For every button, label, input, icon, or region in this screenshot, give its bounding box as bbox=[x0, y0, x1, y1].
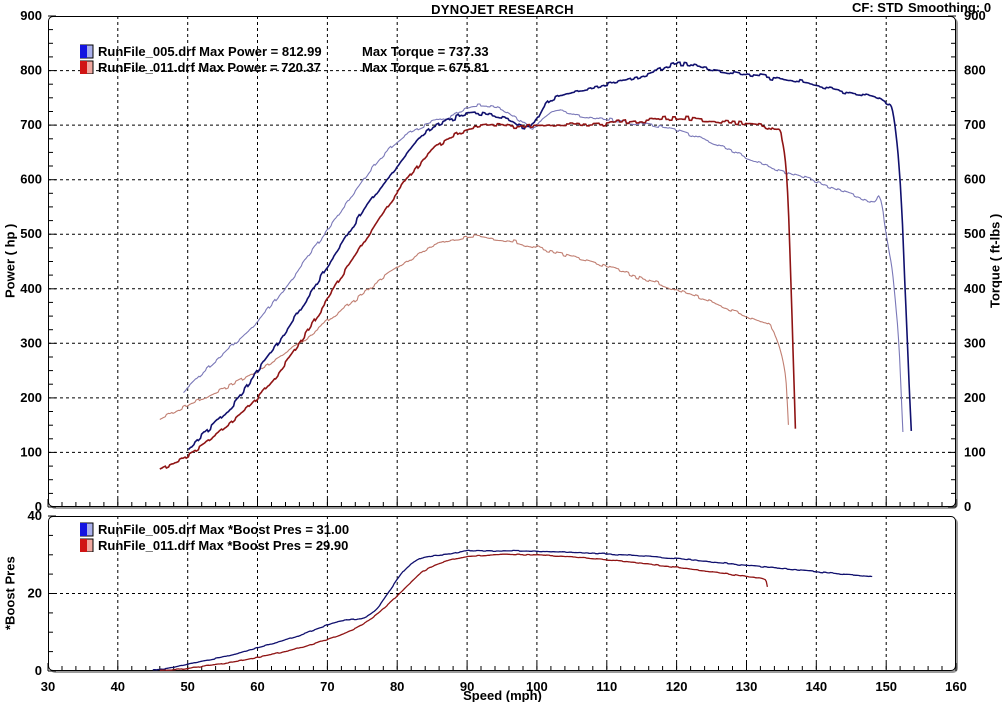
svg-text:300: 300 bbox=[964, 335, 986, 350]
svg-text:0: 0 bbox=[35, 663, 42, 678]
svg-text:400: 400 bbox=[964, 281, 986, 296]
svg-text:900: 900 bbox=[964, 8, 986, 23]
svg-text:20: 20 bbox=[28, 586, 42, 601]
svg-text:600: 600 bbox=[20, 172, 42, 187]
svg-text:100: 100 bbox=[20, 444, 42, 459]
svg-text:Max Torque = 675.81: Max Torque = 675.81 bbox=[362, 60, 489, 74]
svg-text:Max Torque = 737.33: Max Torque = 737.33 bbox=[362, 44, 489, 59]
svg-text:40: 40 bbox=[28, 508, 42, 523]
svg-text:200: 200 bbox=[20, 390, 42, 405]
svg-text:RunFile_005.drf Max *Boost Pre: RunFile_005.drf Max *Boost Pres = 31.00 bbox=[98, 522, 349, 537]
svg-text:RunFile_011.drf Max Power = 72: RunFile_011.drf Max Power = 720.37 bbox=[98, 60, 321, 74]
svg-text:800: 800 bbox=[20, 63, 42, 78]
svg-text:500: 500 bbox=[964, 226, 986, 241]
svg-text:0: 0 bbox=[964, 499, 971, 514]
svg-text:RunFile_011.drf Max *Boost Pre: RunFile_011.drf Max *Boost Pres = 29.90 bbox=[98, 538, 348, 552]
svg-text:300: 300 bbox=[20, 335, 42, 350]
svg-text:200: 200 bbox=[964, 390, 986, 405]
svg-text:RunFile_005.drf Max Power = 81: RunFile_005.drf Max Power = 812.99 bbox=[98, 44, 322, 59]
svg-text:700: 700 bbox=[20, 117, 42, 132]
svg-text:600: 600 bbox=[964, 172, 986, 187]
svg-text:900: 900 bbox=[20, 8, 42, 23]
svg-text:700: 700 bbox=[964, 117, 986, 132]
svg-text:500: 500 bbox=[20, 226, 42, 241]
svg-text:800: 800 bbox=[964, 63, 986, 78]
svg-text:400: 400 bbox=[20, 281, 42, 296]
svg-text:100: 100 bbox=[964, 444, 986, 459]
